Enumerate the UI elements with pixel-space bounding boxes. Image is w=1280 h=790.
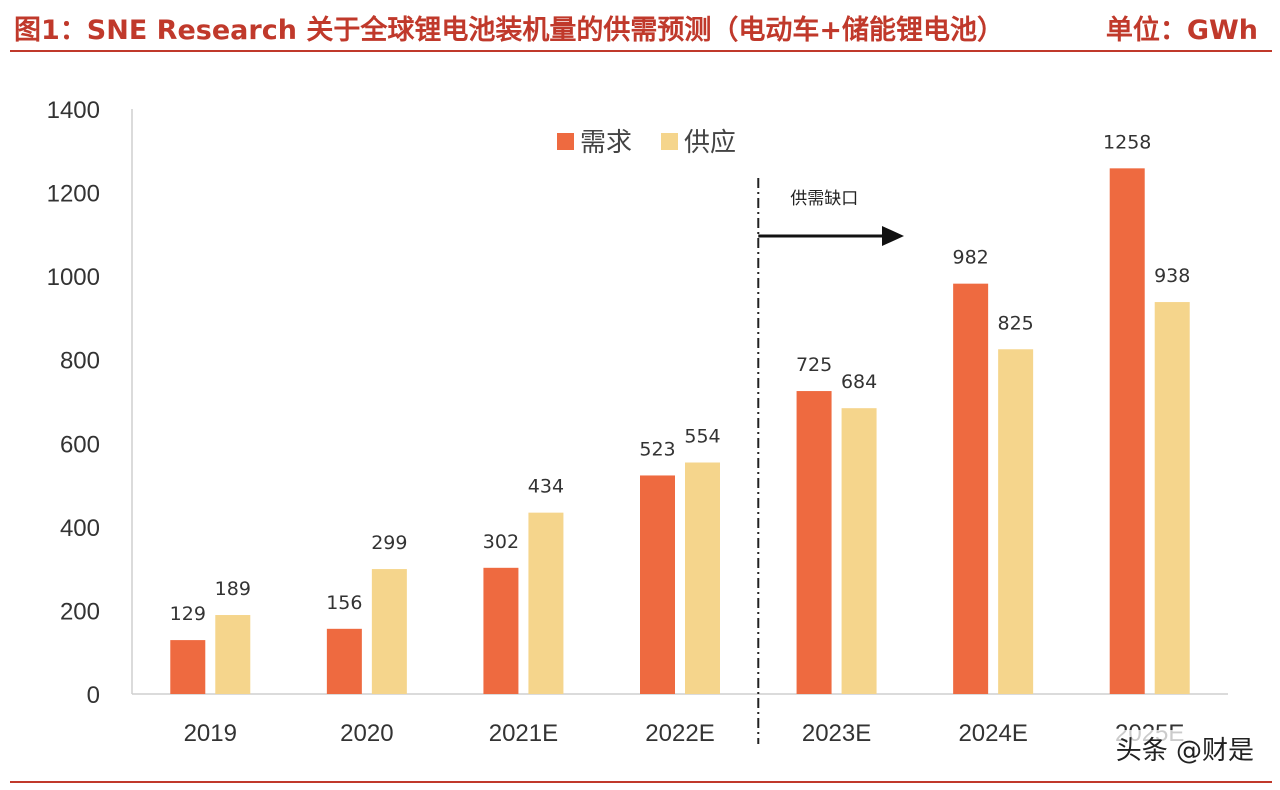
legend-swatch — [557, 133, 574, 150]
data-label: 725 — [796, 354, 832, 376]
x-tick-label: 2024E — [958, 720, 1027, 747]
bar-supply — [685, 462, 720, 694]
unit-label: 单位：GWh — [1105, 15, 1258, 46]
data-label: 554 — [684, 426, 720, 448]
data-label: 684 — [841, 371, 877, 393]
x-tick-label: 2021E — [489, 720, 558, 747]
data-label: 825 — [998, 312, 1034, 334]
bar-supply — [371, 569, 407, 694]
data-label: 1258 — [1103, 131, 1151, 153]
bar-demand — [170, 640, 206, 694]
bar-supply — [841, 408, 877, 694]
y-tick-label: 0 — [87, 682, 100, 709]
gap-annotation-label: 供需缺口 — [790, 189, 858, 209]
data-label: 156 — [326, 592, 362, 614]
y-tick-label: 1400 — [47, 97, 100, 124]
y-tick-label: 200 — [60, 598, 100, 625]
data-label: 523 — [639, 438, 675, 460]
data-label: 302 — [483, 531, 519, 553]
data-label: 982 — [953, 247, 989, 269]
data-label: 299 — [371, 532, 407, 554]
data-label: 938 — [1154, 265, 1190, 287]
watermark: 头条 @财是 — [1111, 730, 1258, 767]
bar-supply — [215, 615, 251, 694]
data-label: 189 — [215, 578, 251, 600]
bar-demand — [796, 391, 832, 694]
bar-demand — [1109, 168, 1145, 695]
bar-demand — [953, 283, 989, 694]
legend-label: 供应 — [684, 128, 736, 158]
y-tick-label: 1000 — [47, 264, 100, 291]
data-label: 434 — [528, 476, 564, 498]
y-tick-label: 400 — [60, 515, 100, 542]
x-tick-label: 2023E — [802, 720, 871, 747]
gap-arrow-head — [882, 226, 904, 246]
y-tick-label: 800 — [60, 348, 100, 375]
x-tick-label: 2020 — [340, 720, 393, 747]
bar-supply — [528, 512, 564, 694]
bar-demand — [640, 475, 675, 694]
legend-swatch — [661, 133, 678, 150]
bar-demand — [326, 628, 362, 694]
y-tick-label: 1200 — [47, 181, 100, 208]
bar-supply — [998, 349, 1034, 694]
bar-supply — [1154, 302, 1190, 694]
figure-title-text: 图1：SNE Research 关于全球锂电池装机量的供需预测（电动车+储能锂电… — [14, 15, 1004, 46]
data-label: 129 — [170, 603, 206, 625]
legend-label: 需求 — [580, 128, 632, 158]
figure-title: 图1：SNE Research 关于全球锂电池装机量的供需预测（电动车+储能锂电… — [14, 8, 1266, 47]
x-tick-label: 2022E — [645, 720, 714, 747]
top-rule — [10, 50, 1272, 52]
bar-demand — [483, 567, 519, 694]
bottom-rule — [10, 781, 1272, 783]
y-tick-label: 600 — [60, 431, 100, 458]
x-tick-label: 2019 — [184, 720, 237, 747]
